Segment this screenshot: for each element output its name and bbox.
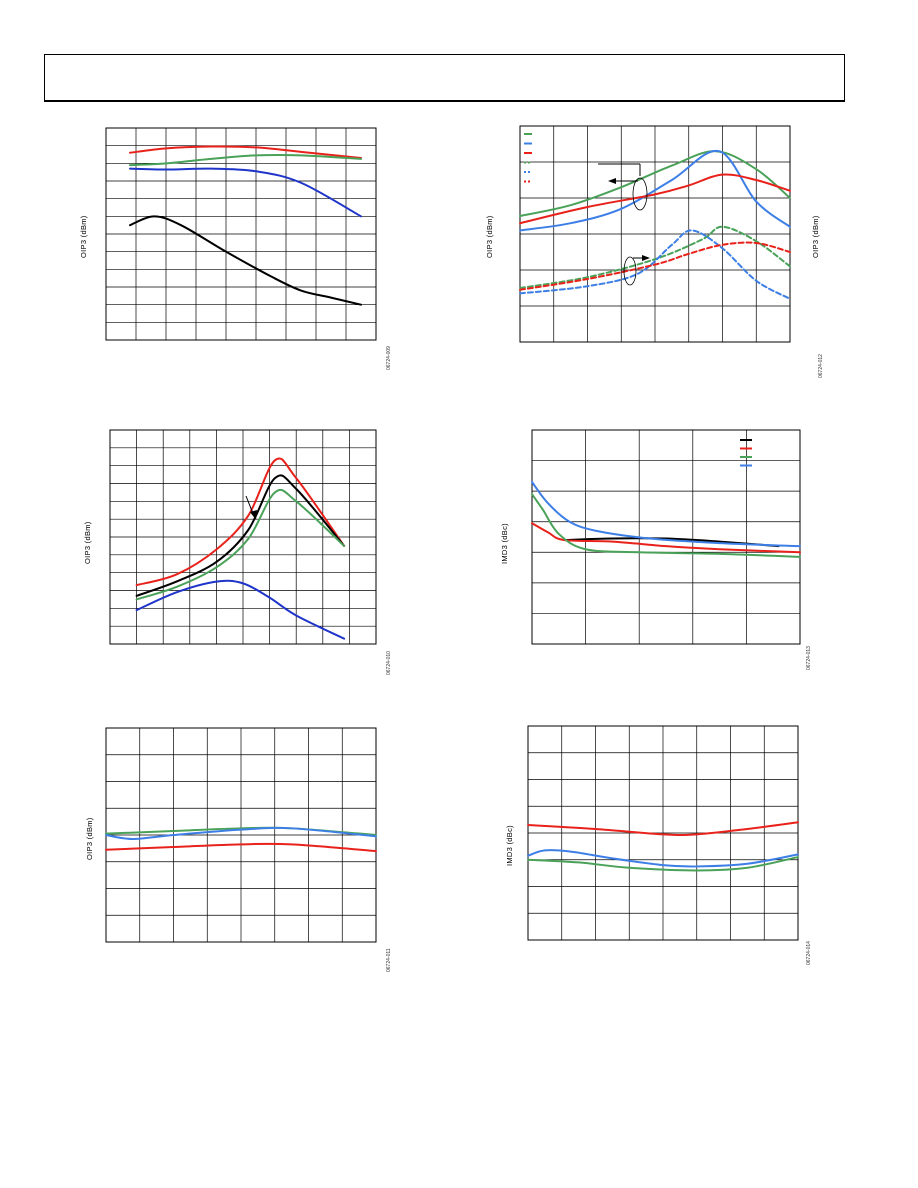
series-line-green-dashed [519, 225, 791, 289]
figure-id-c1: 06724-009 [386, 346, 392, 370]
chart-imd3-bottom-right [527, 725, 799, 941]
series-line-blue [129, 167, 362, 218]
plot-frame [105, 127, 377, 341]
figure-id-c6: 06724-014 [806, 941, 812, 965]
series-line-red [531, 522, 801, 554]
chart-oip3-top-right [519, 125, 791, 343]
y-axis-label-c3: OIP3 (dBm) [83, 521, 92, 564]
series-line-red [129, 145, 362, 160]
chart-oip3-bottom-left [105, 727, 377, 943]
chart-imd3-middle-right [531, 429, 801, 645]
annotation-ellipse [623, 256, 637, 286]
series-line-green [129, 153, 362, 167]
series-line-red-dashed [519, 241, 791, 291]
series-line-lightblue-dashed [519, 229, 791, 300]
series-line-lightblue [531, 480, 801, 548]
figure-id-c3: 06724-010 [386, 651, 392, 675]
chart-oip3-middle-left [109, 429, 377, 645]
chart-oip3-top-left [105, 127, 377, 341]
plot-frame [109, 429, 377, 645]
figure-id-c2: 06724-012 [818, 354, 824, 378]
figure-id-c4: 06724-013 [806, 646, 812, 670]
chart-plot [109, 429, 377, 645]
y-axis-label-c6: IMD3 (dBc) [505, 825, 514, 866]
series-line-green [527, 856, 799, 872]
series-line-green [531, 493, 801, 558]
chart-plot [105, 727, 377, 943]
y-axis-label-c4: IMD3 (dBc) [500, 523, 509, 564]
plot-frame [531, 429, 801, 645]
chart-plot [527, 725, 799, 941]
plot-frame [519, 125, 791, 343]
annotation-arrowhead [642, 255, 650, 261]
series-line-black [135, 474, 346, 597]
plot-frame [527, 725, 799, 941]
series-line-black [129, 215, 362, 306]
y-axis-label-c5: OIP3 (dBm) [85, 817, 94, 860]
series-line-green [135, 488, 346, 601]
chart-plot [531, 429, 801, 645]
y-axis-label-c2-right: OIP3 (dBm) [811, 215, 820, 258]
page-header-frame [44, 54, 845, 102]
annotation-arrowhead [250, 510, 257, 520]
annotation-arrowhead [608, 178, 616, 184]
series-line-lightblue [527, 849, 799, 868]
annotation-ellipse [632, 177, 648, 211]
series-line-lightblue [519, 150, 791, 232]
series-line-red [527, 821, 799, 837]
series-line-red [519, 173, 791, 225]
series-line-red [135, 457, 346, 587]
chart-plot [519, 125, 791, 343]
series-line-green [519, 150, 791, 217]
y-axis-label-c2: OIP3 (dBm) [485, 215, 494, 258]
series-line-blue [135, 579, 346, 640]
series-line-red [105, 842, 377, 853]
chart-plot [105, 127, 377, 341]
figure-id-c5: 06724-011 [386, 948, 392, 972]
series-line-lightblue [105, 826, 377, 841]
y-axis-label-c1: OIP3 (dBm) [79, 215, 88, 258]
